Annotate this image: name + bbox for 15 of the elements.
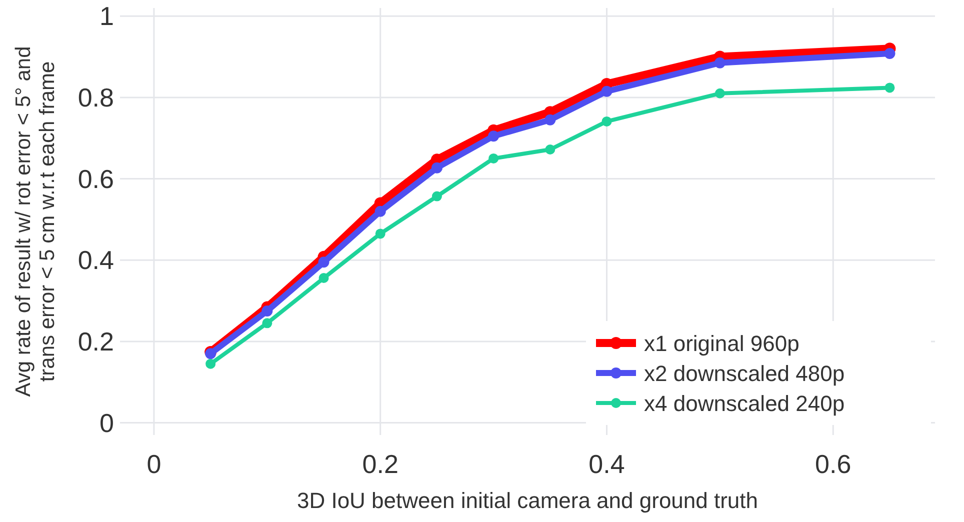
- y-tick-label: 0.8: [78, 82, 114, 112]
- y-tick-label: 0.2: [78, 326, 114, 356]
- y-axis-title: Avg rate of result w/ rot error < 5° and trans error < 5 cm w.r.t each frame: [12, 46, 59, 397]
- x-tick-label: 0.6: [815, 449, 852, 479]
- legend-label: x1 original 960p: [644, 331, 800, 356]
- legend-label: x4 downscaled 240p: [644, 391, 845, 416]
- legend-label: x2 downscaled 480p: [644, 361, 845, 386]
- y-tick-label: 0: [100, 408, 114, 438]
- y-tick-label: 0.4: [78, 245, 114, 276]
- y-tick-label: 0.6: [78, 164, 114, 194]
- x-axis-title: 3D IoU between initial camera and ground truth: [296, 488, 758, 513]
- y-tick-label: 1: [100, 1, 114, 32]
- x-tick-label: 0.4: [588, 449, 625, 479]
- x-tick-label: 0: [146, 449, 162, 479]
- x-tick-label: 0.2: [362, 449, 398, 479]
